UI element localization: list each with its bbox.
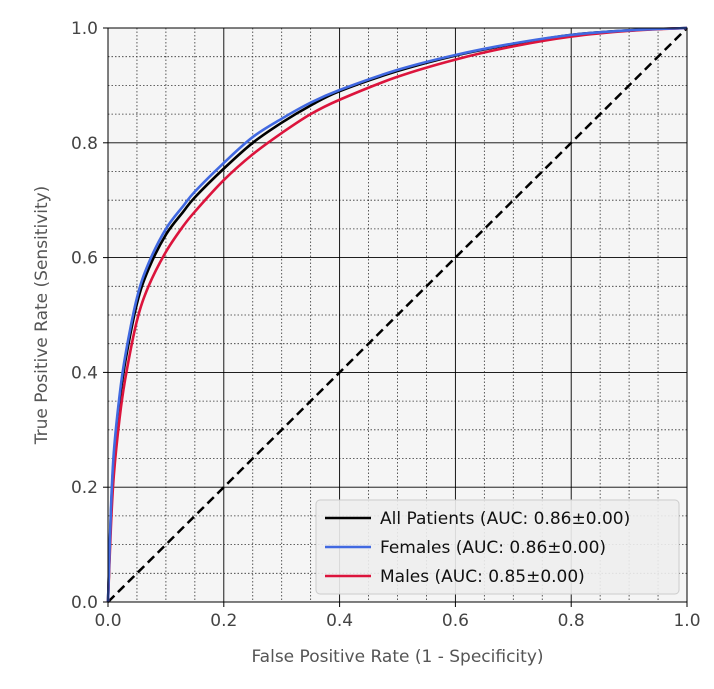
x-tick-label: 0.0 [94, 611, 121, 631]
legend-box [315, 499, 680, 595]
major-grid [108, 28, 687, 602]
minor-grid [108, 28, 687, 602]
series-line-2 [106, 26, 688, 603]
y-tick-label: 0.2 [71, 478, 98, 498]
x-tick-label: 0.8 [558, 611, 585, 631]
y-tick-label: 0.4 [71, 363, 98, 383]
y-axis-ticks: 0.0 0.2 0.4 0.6 0.8 1.0 [71, 19, 108, 613]
y-tick-label: 1.0 [71, 19, 98, 39]
x-tick-label: 0.6 [442, 611, 469, 631]
plot-frame [107, 27, 688, 603]
legend-label: All Patients (AUC: 0.86±0.00) [380, 509, 630, 529]
series-line-1 [106, 26, 688, 603]
x-tick-label: 0.4 [326, 611, 353, 631]
x-tick-label: 1.0 [673, 611, 700, 631]
legend-label: Females (AUC: 0.86±0.00) [380, 538, 606, 558]
y-axis-title: True Positive Rate (Sensitivity) [32, 186, 52, 446]
y-tick-label: 0.6 [71, 249, 98, 269]
legend-label: Males (AUC: 0.85±0.00) [380, 567, 585, 587]
legend: All Patients (AUC: 0.86±0.00) Females (AU… [315, 499, 680, 595]
y-tick-label: 0.0 [71, 593, 98, 613]
chance-diagonal-line [107, 27, 688, 603]
x-tick-label: 0.2 [210, 611, 237, 631]
x-axis-ticks: 0.0 0.2 0.4 0.6 0.8 1.0 [94, 602, 701, 631]
series-layer [106, 26, 688, 603]
x-axis-title: False Positive Rate (1 - Specificity) [251, 647, 543, 667]
y-tick-label: 0.8 [71, 134, 98, 154]
